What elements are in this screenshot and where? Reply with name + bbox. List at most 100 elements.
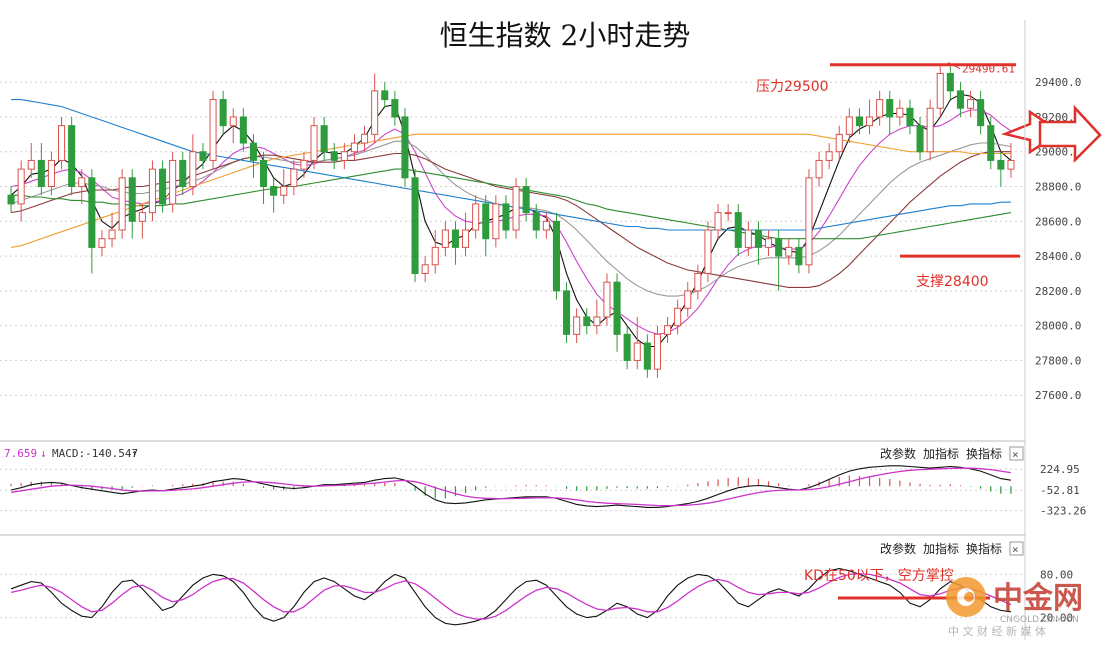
candle-body bbox=[936, 72, 944, 109]
candle-body bbox=[653, 333, 661, 370]
candle-body bbox=[552, 220, 560, 292]
candle-body bbox=[896, 107, 904, 118]
chart-title: 恒生指数 2小时走势 bbox=[440, 19, 691, 52]
kd-y-tick: 20.00 bbox=[1040, 612, 1073, 625]
candle-body bbox=[350, 142, 358, 153]
watermark-brand: 中金网 bbox=[993, 581, 1083, 616]
candle-body bbox=[997, 159, 1005, 170]
candle-body bbox=[280, 186, 288, 196]
candle-body bbox=[330, 151, 338, 161]
candle-body bbox=[138, 212, 146, 222]
svg-text:×: × bbox=[1012, 448, 1019, 461]
candle-body bbox=[1007, 159, 1015, 170]
candle-body bbox=[613, 281, 621, 335]
candle-body bbox=[128, 177, 136, 222]
main-y-tick: 28200.0 bbox=[1035, 285, 1081, 298]
kd-close-icon[interactable]: × bbox=[1009, 541, 1024, 556]
candle-body bbox=[603, 281, 611, 318]
candle-body bbox=[462, 229, 470, 248]
candle-body bbox=[421, 264, 429, 274]
macd-switch-indicator-button[interactable]: 换指标 bbox=[966, 446, 1002, 461]
kd-k-line bbox=[10, 568, 1011, 626]
kd-y-tick: 80.00 bbox=[1040, 568, 1073, 581]
macd-close-icon[interactable]: × bbox=[1009, 446, 1024, 461]
candle-body bbox=[956, 90, 964, 109]
kd-lines bbox=[10, 568, 1012, 626]
candle-body bbox=[512, 186, 520, 231]
candle-body bbox=[199, 151, 207, 161]
candle-body bbox=[542, 220, 550, 231]
candle-body bbox=[441, 229, 449, 248]
candle-body bbox=[977, 99, 985, 127]
candle-body bbox=[47, 159, 55, 188]
macd-y-tick: -52.81 bbox=[1040, 484, 1080, 497]
candle-body bbox=[684, 290, 692, 309]
macd-add-indicator-button[interactable]: 加指标 bbox=[923, 446, 959, 461]
kd-panel: 改参数 加指标 换指标 × 80.00 20.00 KD在50以下，空方掌控 bbox=[0, 541, 1073, 626]
candle-body bbox=[633, 342, 641, 361]
macd-y-tick: -323.26 bbox=[1040, 505, 1086, 518]
kd-add-indicator-button[interactable]: 加指标 bbox=[923, 541, 959, 556]
candle-body bbox=[37, 159, 45, 188]
main-y-axis: 29400.0 29200.0 29000.0 28800.0 28600.0 28400… bbox=[1035, 76, 1081, 402]
macd-change-params-button[interactable]: 改参数 bbox=[880, 446, 916, 461]
candle-body bbox=[239, 116, 247, 144]
main-y-tick: 28600.0 bbox=[1035, 215, 1081, 228]
candle-body bbox=[209, 99, 217, 161]
watermark-subtitle: 中 文 财 经 新 媒 体 bbox=[948, 624, 1046, 638]
candle-body bbox=[219, 99, 227, 127]
candle-body bbox=[17, 168, 25, 205]
main-y-tick: 28400.0 bbox=[1035, 250, 1081, 263]
main-y-tick: 29200.0 bbox=[1035, 111, 1081, 124]
macd-panel: 7.659 ↓ MACD:-140.547 ↑ 改参数 加指标 换指标 × 22… bbox=[0, 446, 1086, 518]
candle-body bbox=[795, 246, 803, 266]
candle-body bbox=[472, 203, 480, 231]
main-y-tick: 28800.0 bbox=[1035, 181, 1081, 194]
kd-change-params-button[interactable]: 改参数 bbox=[880, 541, 916, 556]
candle-body bbox=[573, 316, 581, 335]
candle-body bbox=[361, 133, 369, 144]
candle-body bbox=[876, 99, 884, 118]
candle-body bbox=[179, 159, 187, 188]
support-label: 支撑28400 bbox=[916, 274, 989, 290]
candle-body bbox=[714, 212, 722, 231]
candle-body bbox=[987, 125, 995, 161]
candle-body bbox=[946, 72, 954, 92]
candle-body bbox=[381, 90, 389, 101]
trend-arrow-icon bbox=[1000, 104, 1102, 164]
main-y-tick: 27800.0 bbox=[1035, 354, 1081, 367]
moving-average-line bbox=[11, 99, 1011, 231]
candle-body bbox=[623, 333, 631, 361]
candle-body bbox=[88, 177, 96, 248]
macd-text: MACD:-140.547 bbox=[52, 447, 138, 460]
candle-body bbox=[643, 342, 651, 370]
kd-annotation: KD在50以下，空方掌控 bbox=[804, 568, 954, 584]
main-y-tick: 27600.0 bbox=[1035, 389, 1081, 402]
candle-body bbox=[967, 99, 975, 109]
candle-body bbox=[886, 99, 894, 118]
candle-body bbox=[593, 316, 601, 327]
macd-value-label: 7.659 bbox=[4, 447, 37, 460]
macd-lines bbox=[10, 465, 1011, 508]
candle-body bbox=[260, 159, 268, 188]
kd-switch-indicator-button[interactable]: 换指标 bbox=[966, 541, 1002, 556]
candle-body bbox=[845, 116, 853, 135]
kd-d-line bbox=[10, 573, 1012, 620]
candle-body bbox=[411, 177, 419, 274]
moving-average-line bbox=[11, 151, 1011, 288]
candle-body bbox=[583, 316, 591, 327]
candle-body bbox=[926, 107, 934, 153]
candle-body bbox=[522, 186, 530, 214]
svg-text:×: × bbox=[1012, 543, 1019, 556]
macd-y-axis: 224.95 -52.81 -323.26 bbox=[1040, 463, 1086, 517]
price-annotations: 压力29500 支撑28400 29490.61 bbox=[756, 62, 1102, 290]
candle-body bbox=[734, 212, 742, 248]
candle-body bbox=[7, 194, 15, 205]
moving-average-line bbox=[11, 109, 1012, 335]
moving-average-lines bbox=[10, 93, 1012, 348]
moving-average-line bbox=[11, 168, 1011, 240]
candle-body bbox=[563, 290, 571, 335]
candle-body bbox=[148, 168, 156, 214]
candle-body bbox=[290, 168, 298, 188]
candle-body bbox=[27, 159, 35, 170]
